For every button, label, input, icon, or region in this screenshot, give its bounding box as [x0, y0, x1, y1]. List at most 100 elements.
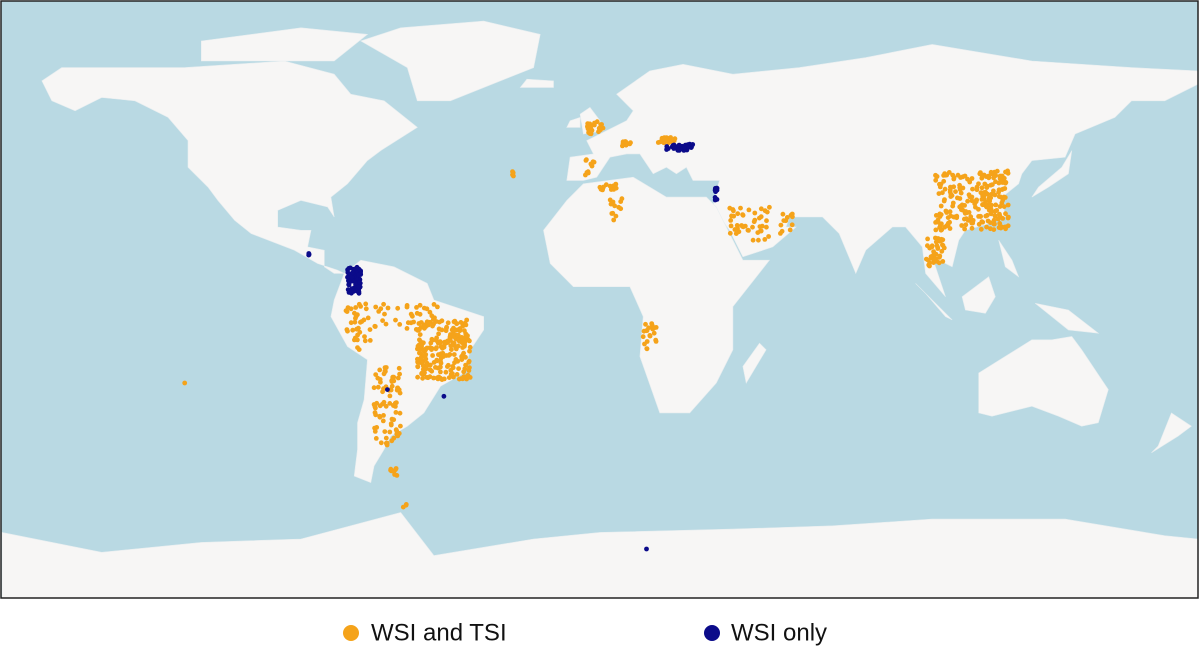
site-dot	[780, 211, 786, 217]
site-dot	[610, 210, 616, 216]
site-dot	[787, 227, 793, 233]
site-dot	[442, 341, 447, 347]
site-dot	[436, 331, 441, 337]
map-frame	[0, 0, 1199, 599]
site-dot	[937, 253, 943, 259]
site-dot	[591, 159, 597, 165]
site-dot	[415, 374, 420, 380]
site-dot	[436, 326, 442, 332]
site-dot	[612, 203, 617, 209]
site-dot	[1003, 169, 1008, 175]
site-dot	[947, 189, 953, 195]
site-dot	[417, 332, 423, 337]
site-dot	[996, 187, 1002, 193]
site-dot	[644, 346, 650, 352]
site-dot	[362, 338, 368, 344]
site-dot	[608, 187, 614, 192]
site-dot	[451, 319, 457, 325]
site-dot	[348, 320, 354, 326]
site-dot	[664, 144, 670, 149]
site-dot	[348, 306, 354, 312]
site-dot	[938, 238, 943, 244]
site-dot	[391, 374, 397, 380]
site-dot	[980, 202, 985, 208]
site-dot	[596, 125, 602, 131]
site-dot	[628, 140, 633, 146]
site-dot	[951, 175, 957, 181]
site-dot	[436, 352, 441, 358]
site-dot	[437, 319, 442, 325]
site-dot	[750, 224, 755, 230]
site-dot	[623, 139, 629, 145]
site-dot	[672, 136, 678, 142]
site-dot	[613, 182, 619, 187]
site-dot	[467, 344, 473, 350]
site-dot	[354, 326, 359, 332]
site-dot	[415, 364, 421, 370]
site-dot	[418, 320, 424, 325]
site-dot	[438, 355, 444, 361]
site-dot	[446, 353, 452, 358]
site-dot	[587, 121, 593, 127]
site-dot	[461, 350, 466, 356]
site-dot	[969, 225, 975, 231]
site-dot	[949, 193, 955, 199]
site-dot	[465, 337, 471, 343]
site-dot	[363, 301, 369, 307]
site-dot	[996, 225, 1002, 231]
site-dot	[925, 243, 930, 249]
site-dot	[767, 204, 772, 210]
site-dot	[955, 172, 961, 178]
site-dot	[965, 198, 970, 204]
site-dot	[431, 302, 437, 307]
site-dot	[986, 173, 992, 179]
landmass	[1151, 412, 1192, 453]
site-dot	[1001, 175, 1007, 181]
site-dot	[758, 206, 764, 212]
site-dot	[943, 208, 949, 214]
site-dot	[463, 322, 469, 328]
site-dot	[344, 327, 350, 332]
site-dot	[382, 368, 388, 374]
site-dot	[712, 187, 718, 193]
site-dot	[992, 208, 998, 214]
site-dot	[759, 223, 765, 229]
site-dot	[997, 221, 1003, 226]
landmass	[1035, 303, 1100, 334]
site-dot	[758, 228, 763, 234]
site-dot	[357, 329, 363, 335]
site-dot	[352, 319, 358, 325]
site-dot	[942, 186, 948, 192]
site-dot	[449, 347, 454, 352]
site-dot	[778, 222, 784, 228]
site-dot	[350, 270, 355, 276]
site-dot	[779, 228, 785, 234]
site-dot	[992, 221, 997, 227]
site-dot	[962, 216, 967, 222]
site-dot	[356, 289, 362, 295]
site-dot	[381, 301, 386, 307]
landmass	[201, 27, 369, 62]
site-dot	[735, 211, 741, 217]
site-dot	[783, 218, 789, 224]
site-dot	[417, 302, 423, 308]
site-dot	[728, 218, 734, 223]
site-dot	[355, 345, 360, 350]
site-dot	[387, 393, 393, 399]
site-dot	[377, 403, 383, 409]
site-dot	[731, 213, 737, 219]
site-dot	[424, 345, 430, 351]
site-dot	[940, 259, 946, 264]
site-dot	[962, 203, 967, 208]
site-dot	[993, 179, 998, 185]
site-dot	[1003, 211, 1008, 217]
landmass	[998, 240, 1020, 278]
site-dot	[740, 224, 745, 229]
site-dot	[367, 327, 373, 332]
legend-label: WSI and TSI	[371, 619, 507, 646]
site-dot	[732, 227, 738, 232]
site-dot	[455, 332, 461, 338]
site-dot	[984, 224, 989, 230]
site-dot	[657, 139, 663, 145]
site-dot	[414, 310, 420, 316]
